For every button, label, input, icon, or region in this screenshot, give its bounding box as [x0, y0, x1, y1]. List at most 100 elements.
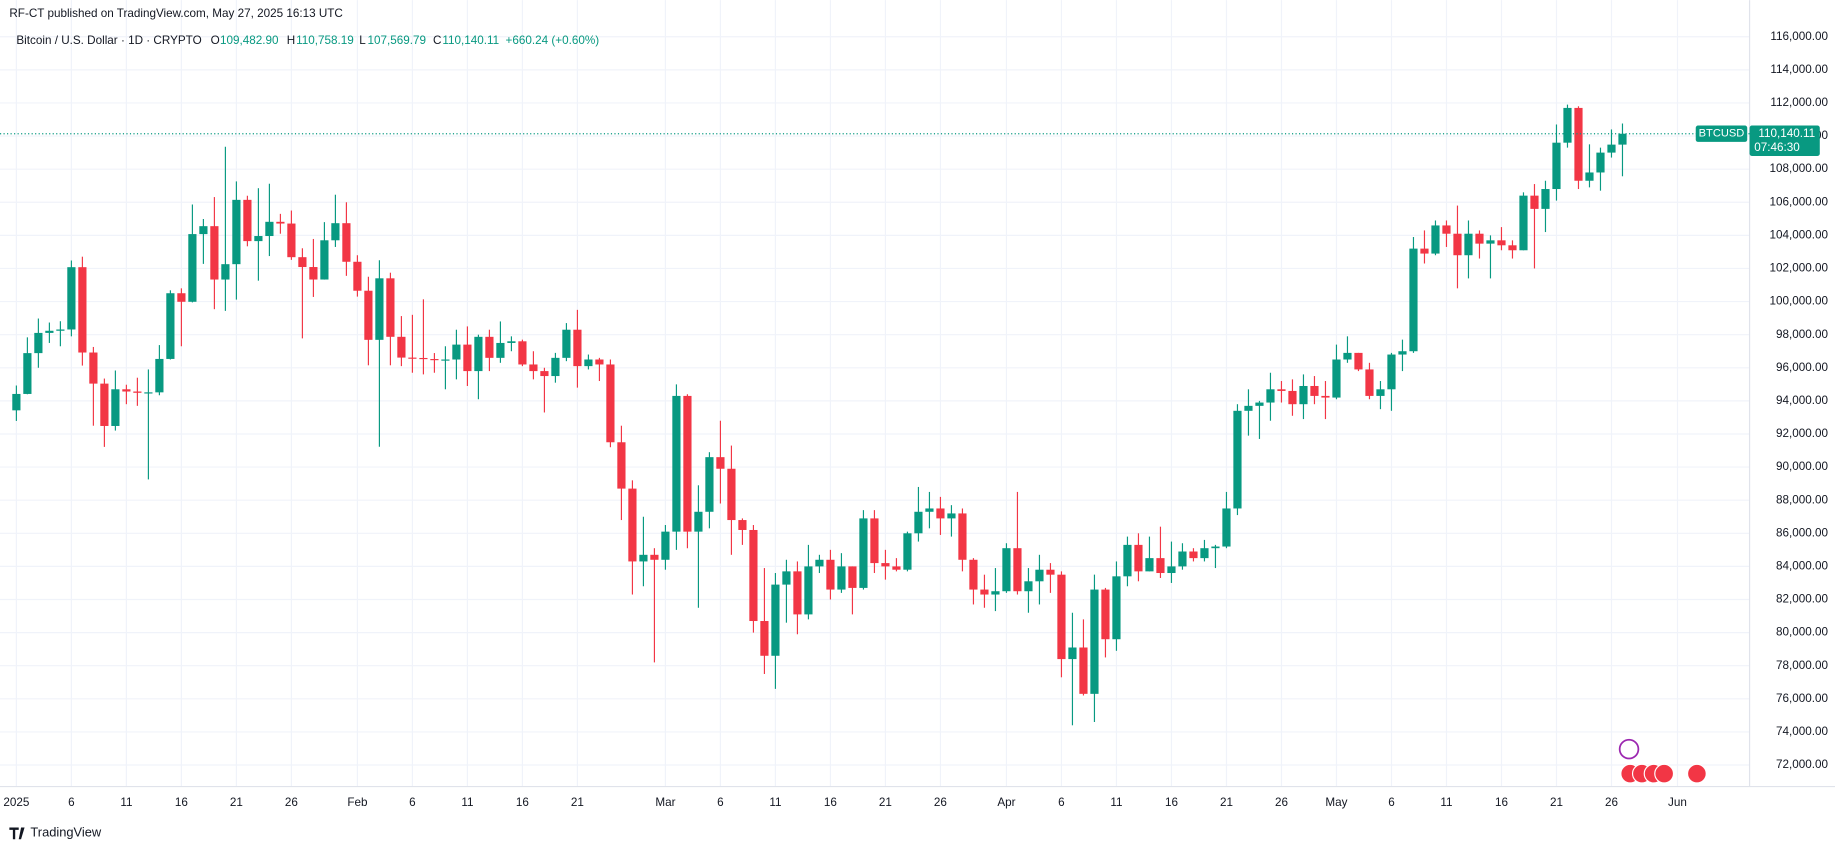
candle-body [1112, 576, 1121, 640]
x-tick-label: Mar [655, 796, 675, 809]
x-tick-label: Feb [347, 796, 368, 809]
event-icon [1618, 738, 1640, 760]
x-tick-label: 26 [1605, 796, 1618, 809]
candle-body [1596, 152, 1605, 173]
change-value: +660.24 (+0.60%) [506, 34, 600, 47]
candle-body [551, 357, 560, 377]
brand: TradingView [30, 825, 101, 840]
candle-body [298, 257, 307, 268]
event-icon [1686, 763, 1707, 784]
candle-body [1354, 352, 1363, 370]
candle-body [573, 329, 582, 367]
x-tick-label: 16 [1165, 796, 1178, 809]
close-value: 110,140.11 [442, 34, 499, 47]
x-tick-label: 21 [230, 796, 243, 809]
candle-body [199, 226, 208, 235]
y-tick-label: 74,000.00 [1776, 725, 1828, 738]
candle-body [1156, 558, 1165, 574]
x-tick-label: 16 [175, 796, 188, 809]
y-tick-label: 98,000.00 [1776, 328, 1828, 341]
candle-body [815, 559, 824, 567]
candle-body [1046, 569, 1055, 575]
publisher: RF-CT published on TradingView.com, May … [9, 7, 342, 20]
close-label: C [433, 34, 441, 47]
candle-body [353, 261, 362, 291]
y-tick-label: 94,000.00 [1776, 394, 1828, 407]
candle-body [760, 621, 769, 656]
candle-body [1233, 410, 1242, 509]
candle-body [1057, 574, 1066, 660]
candle-body [474, 336, 483, 372]
y-tick-label: 88,000.00 [1776, 493, 1828, 506]
candle-body [56, 329, 65, 331]
candles [12, 104, 1627, 726]
candle-body [782, 571, 791, 585]
candle-body [364, 290, 373, 340]
candle-body [1574, 107, 1583, 181]
candle-body [518, 341, 527, 365]
candle-body [837, 566, 846, 590]
candle-body [1024, 581, 1033, 592]
candle-body [980, 589, 989, 595]
candle-body [793, 571, 802, 615]
candle-body [1013, 548, 1022, 592]
candle-body [1211, 546, 1220, 549]
candle-body [1035, 569, 1044, 582]
candle-body [1090, 589, 1099, 694]
candle-body [1585, 172, 1594, 181]
price-tag [1749, 125, 1820, 156]
candle-body [1167, 566, 1176, 574]
candle-body [969, 559, 978, 590]
candle-body [1332, 359, 1341, 398]
candle-body [1376, 389, 1385, 396]
candle-body [738, 520, 747, 530]
candle-body [562, 329, 571, 358]
candle-body [1255, 402, 1264, 406]
candle-body [958, 513, 967, 560]
candle-body [1431, 225, 1440, 254]
symbol: Bitcoin / U.S. Dollar · 1D · CRYPTO [16, 34, 201, 47]
candle-body [232, 199, 241, 265]
candle-body [705, 457, 714, 512]
x-tick-label: 6 [1388, 796, 1395, 809]
candle-body [1288, 390, 1297, 405]
candle-body [1222, 508, 1231, 547]
candle-body [276, 221, 285, 224]
candle-body [1486, 240, 1495, 244]
candle-body [122, 389, 131, 392]
candle-body [1497, 240, 1506, 246]
candle-body [529, 364, 538, 372]
candle-body [661, 531, 670, 560]
open-label: O [211, 34, 220, 47]
candle-body [881, 563, 890, 567]
candle-body [12, 393, 21, 411]
candle-body [771, 584, 780, 656]
candle-body [1299, 385, 1308, 405]
candle-body [1607, 144, 1616, 153]
candle-body [34, 332, 43, 354]
candle-body [584, 359, 593, 367]
x-tick-label: Jun [1668, 796, 1687, 809]
x-tick-label: 11 [769, 796, 781, 809]
candle-body [331, 223, 340, 241]
y-tick-label: 96,000.00 [1776, 361, 1828, 374]
candle-body [441, 359, 450, 361]
candle-body [1552, 142, 1561, 190]
candle-body [628, 488, 637, 562]
candle-body [485, 336, 494, 358]
candle-body [210, 226, 219, 280]
candle-body [683, 395, 692, 532]
brand-logo [9, 827, 25, 840]
candle-body [67, 267, 76, 330]
y-tick-label: 114,000.00 [1770, 63, 1828, 76]
events [1618, 738, 1707, 784]
candle-body [1343, 352, 1352, 360]
y-tick-label: 72,000.00 [1776, 758, 1828, 771]
candle-body [408, 357, 417, 359]
candle-body [1068, 647, 1077, 660]
low-label: L [359, 34, 366, 47]
y-tick-label: 116,000.00 [1770, 30, 1828, 43]
candle-body [1134, 544, 1143, 572]
candle-body [221, 264, 230, 280]
